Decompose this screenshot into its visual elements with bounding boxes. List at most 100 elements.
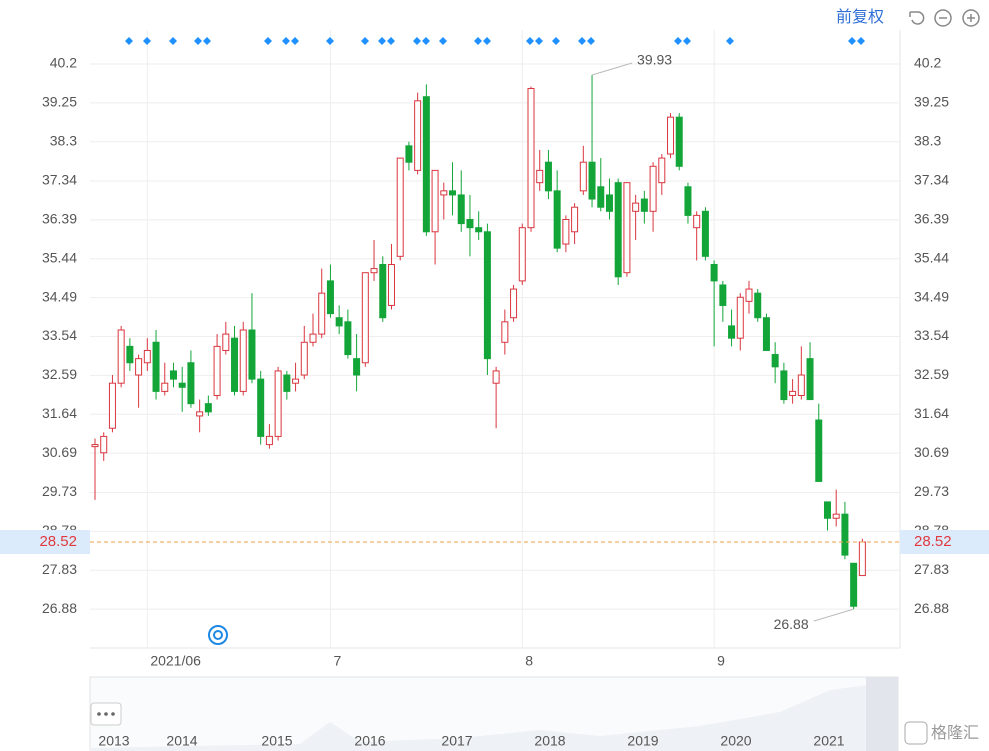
y2-tick-label: 29.73	[914, 483, 949, 499]
candle-body	[850, 562, 858, 607]
candle-body	[292, 378, 300, 384]
candle-body	[283, 374, 291, 392]
candle-body	[483, 231, 491, 360]
y2-tick-label: 31.64	[914, 405, 949, 421]
candle-body	[231, 337, 239, 392]
candle-body	[257, 378, 265, 437]
y-tick-label: 40.2	[50, 55, 77, 71]
candle-body	[422, 96, 430, 233]
candle-body	[710, 264, 718, 282]
adjust-button[interactable]: 前复权	[836, 8, 884, 26]
candle-body	[335, 317, 343, 327]
candle-body	[823, 501, 831, 519]
candle-body	[754, 292, 762, 319]
y2-tick-label: 38.3	[914, 132, 941, 148]
event-marker	[578, 37, 586, 45]
y-tick-label: 34.49	[42, 288, 77, 304]
last-price-label: 28.52	[914, 533, 952, 550]
candle-body	[701, 210, 709, 257]
candle-body	[667, 116, 675, 155]
y-tick-label: 32.59	[42, 366, 77, 382]
max-label: 39.93	[637, 52, 672, 68]
event-marker	[474, 37, 482, 45]
navigator-year: 2017	[441, 733, 472, 749]
zoom-in-icon[interactable]	[962, 9, 980, 27]
candle-body	[562, 218, 570, 245]
navigator-year: 2020	[720, 733, 751, 749]
candle-body	[204, 403, 212, 413]
candle-body	[396, 157, 404, 257]
x-tick-label: 9	[717, 653, 725, 669]
event-marker	[125, 37, 133, 45]
candle-body	[440, 190, 448, 196]
x-tick-label: 8	[525, 653, 533, 669]
search-icon[interactable]	[208, 625, 228, 645]
y2-tick-label: 34.49	[914, 288, 949, 304]
navigator-year: 2014	[166, 733, 197, 749]
y2-tick-label: 36.39	[914, 211, 949, 227]
y-tick-label: 31.64	[42, 405, 77, 421]
y2-tick-label: 37.34	[914, 172, 949, 188]
candle-body	[431, 169, 439, 233]
candle-body	[771, 354, 779, 368]
event-marker	[483, 37, 491, 45]
candle-body	[248, 329, 256, 380]
candle-body	[100, 435, 108, 454]
candle-body	[196, 411, 204, 417]
navigator-year: 2013	[98, 733, 129, 749]
y2-tick-label: 35.44	[914, 249, 949, 265]
navigator-year: 2021	[813, 733, 844, 749]
x-tick-label: 2021/06	[150, 653, 201, 669]
event-marker	[361, 37, 369, 45]
y2-tick-label: 32.59	[914, 366, 949, 382]
candle-body	[449, 190, 457, 196]
navigator-handle[interactable]	[866, 677, 898, 751]
candle-body	[318, 292, 326, 335]
event-marker	[552, 37, 560, 45]
candle-body	[108, 382, 116, 429]
y2-tick-label: 30.69	[914, 444, 949, 460]
candle-body	[780, 370, 788, 401]
candle-body	[161, 382, 169, 392]
candle-body	[178, 382, 186, 388]
candle-body	[143, 349, 151, 364]
candle-body	[274, 370, 282, 437]
navigator-year: 2019	[627, 733, 658, 749]
candle-body	[326, 280, 334, 315]
event-marker	[291, 37, 299, 45]
event-marker	[439, 37, 447, 45]
watermark: 格隆汇	[931, 724, 979, 742]
candle-body	[527, 88, 535, 229]
candle-body	[126, 345, 134, 364]
reset-icon[interactable]	[909, 11, 925, 25]
y-tick-label: 37.34	[42, 172, 77, 188]
candle-body	[370, 268, 378, 274]
candle-body	[658, 157, 666, 184]
navigator-year: 2018	[534, 733, 565, 749]
candle-body	[169, 370, 177, 380]
event-marker	[387, 37, 395, 45]
candle-body	[719, 284, 727, 306]
candle-body	[353, 358, 361, 376]
candle-body	[387, 264, 395, 306]
y-tick-label: 27.83	[42, 561, 77, 577]
y-tick-label: 36.39	[42, 211, 77, 227]
candle-body	[806, 358, 814, 401]
y-tick-label: 35.44	[42, 249, 77, 265]
event-marker	[535, 37, 543, 45]
candle-body	[640, 198, 648, 212]
x-tick-label: 7	[333, 653, 341, 669]
candle-body	[475, 227, 483, 233]
candle-body	[605, 194, 613, 212]
zoom-out-icon[interactable]	[934, 9, 952, 27]
candle-body	[510, 288, 518, 319]
event-marker	[683, 37, 691, 45]
candle-body	[649, 165, 657, 212]
candle-body	[117, 329, 125, 384]
candle-body	[623, 182, 631, 274]
candle-body	[632, 202, 640, 212]
menu-dots	[97, 712, 115, 716]
candle-body	[309, 333, 317, 343]
max-leader	[591, 62, 633, 76]
